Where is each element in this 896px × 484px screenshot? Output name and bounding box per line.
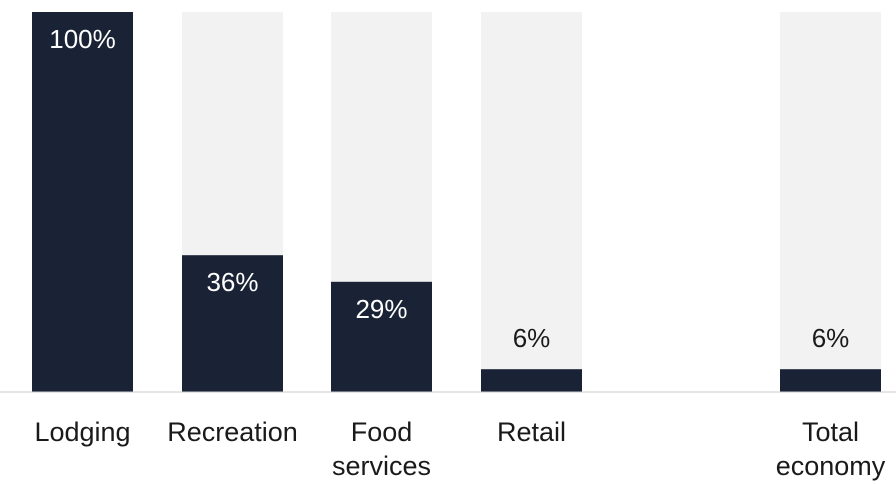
category-label: Total economy (776, 417, 886, 481)
category-label-line: Retail (497, 417, 566, 447)
data-label: 6% (812, 323, 850, 353)
bar-track (780, 12, 881, 392)
category-labels: Lodging Recreation Food services Retail Total… (34, 417, 885, 481)
bar (32, 12, 133, 392)
category-label-line: Lodging (34, 417, 130, 447)
category-label: Retail (497, 417, 566, 447)
data-label: 29% (355, 294, 407, 324)
bar (331, 281, 432, 392)
bar-tracks (32, 12, 881, 392)
category-label: Recreation (167, 417, 298, 447)
bar (481, 369, 582, 392)
bar (182, 255, 283, 392)
category-label-line: economy (776, 451, 886, 481)
bar (780, 369, 881, 392)
data-label: 36% (206, 267, 258, 297)
bars (32, 12, 881, 392)
bar-track (481, 12, 582, 392)
category-label: Lodging (34, 417, 130, 447)
data-label: 100% (49, 24, 116, 54)
value-labels: 100% 36% 29% 6% 6% (49, 24, 849, 353)
data-label: 6% (513, 323, 551, 353)
category-label: Food services (332, 417, 431, 481)
category-label-line: services (332, 451, 431, 481)
category-label-line: Recreation (167, 417, 298, 447)
category-label-line: Total (802, 417, 859, 447)
category-label-line: Food (351, 417, 413, 447)
